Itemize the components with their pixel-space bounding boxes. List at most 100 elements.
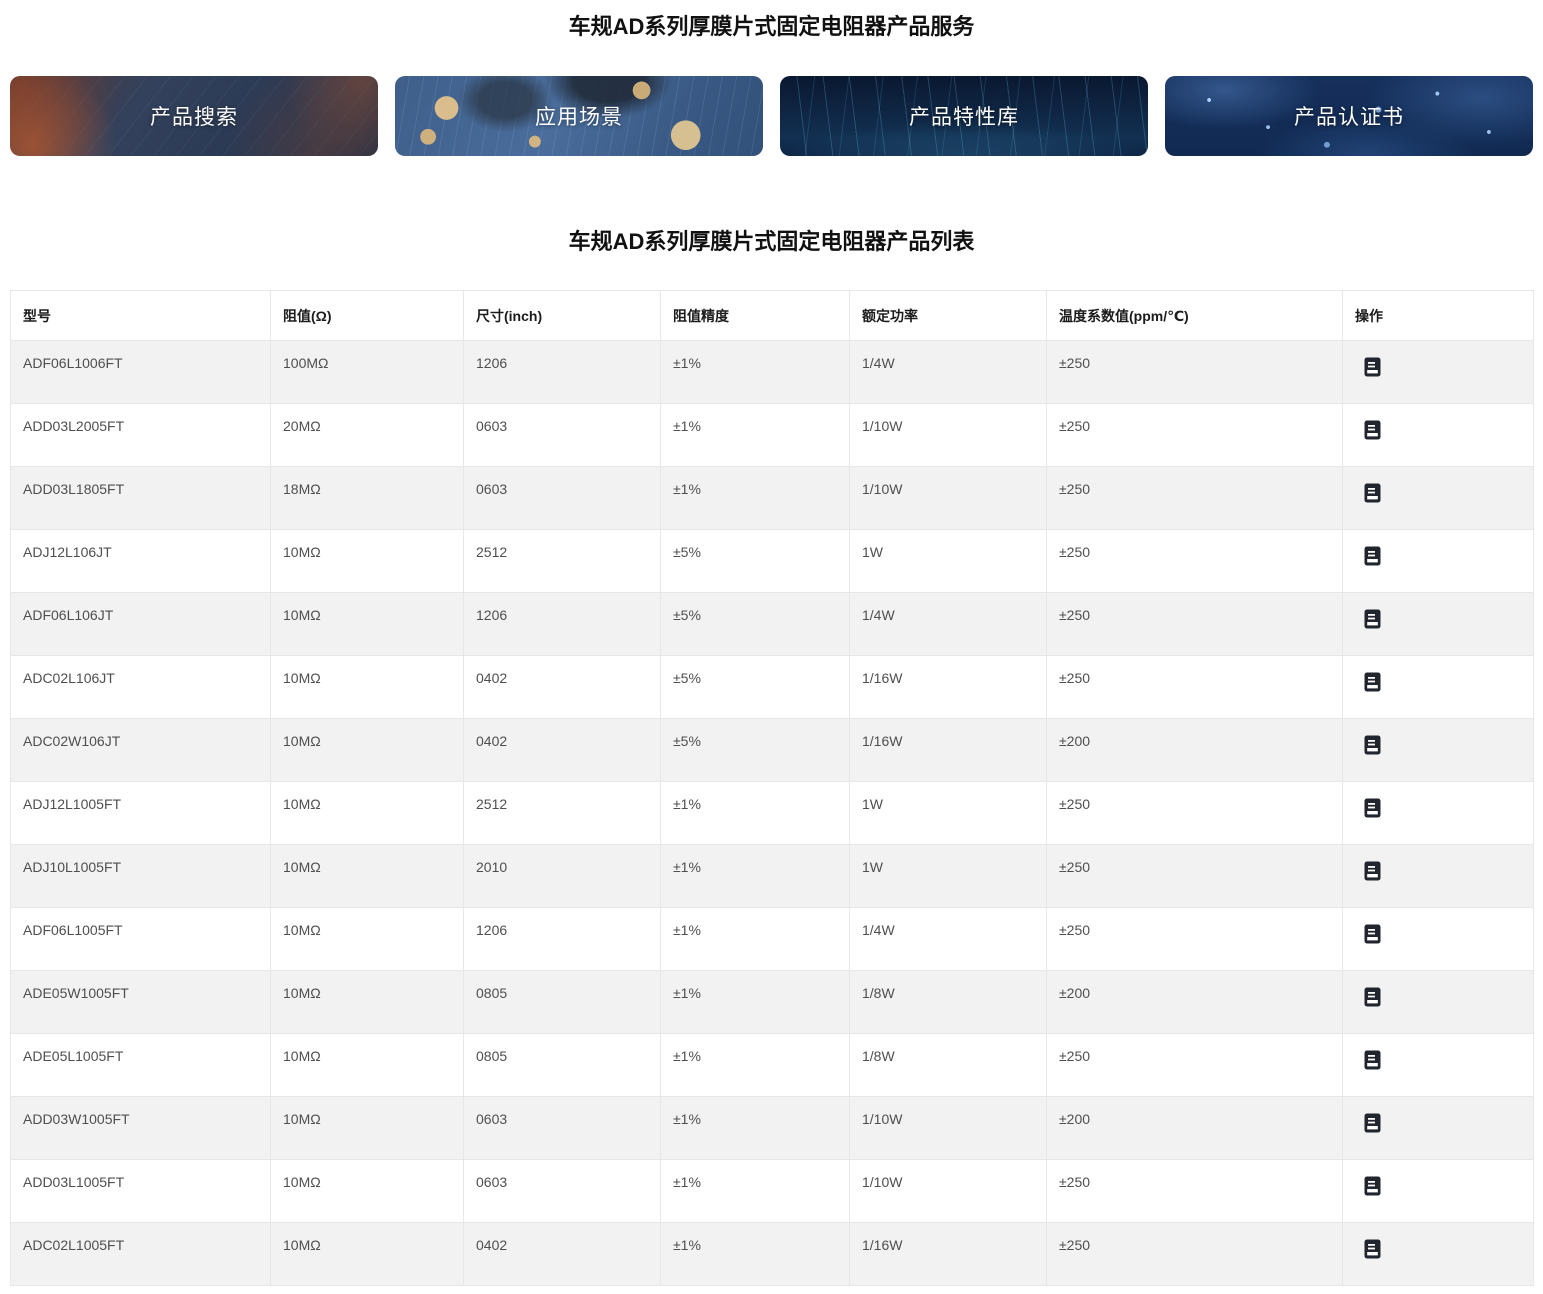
document-list-icon: [1364, 357, 1381, 377]
cell-action: [1342, 403, 1534, 467]
column-header-rated-power: 额定功率: [849, 290, 1047, 341]
document-list-icon: [1364, 924, 1381, 944]
cell-action: [1342, 529, 1534, 593]
cell-rated-power: 1/10W: [849, 1096, 1047, 1160]
cell-rated-power: 1/10W: [849, 466, 1047, 530]
cell-tolerance: ±1%: [660, 1096, 850, 1160]
cell-tolerance: ±1%: [660, 970, 850, 1034]
cell-model: ADJ12L106JT: [10, 529, 271, 593]
table-row: ADC02W106JT 10MΩ 0402 ±5% 1/16W ±200: [10, 718, 1534, 782]
cell-model: ADF06L1006FT: [10, 340, 271, 404]
cell-tempco: ±250: [1046, 907, 1343, 971]
column-header-model: 型号: [10, 290, 271, 341]
table-row: ADJ12L106JT 10MΩ 2512 ±5% 1W ±250: [10, 529, 1534, 593]
cell-action: [1342, 907, 1534, 971]
cell-rated-power: 1/16W: [849, 655, 1047, 719]
cell-tolerance: ±1%: [660, 403, 850, 467]
cell-size: 2512: [463, 529, 661, 593]
cell-tolerance: ±1%: [660, 1033, 850, 1097]
detail-button[interactable]: [1364, 1176, 1381, 1196]
detail-button[interactable]: [1364, 1050, 1381, 1070]
cell-resistance: 100MΩ: [270, 340, 464, 404]
cell-model: ADJ12L1005FT: [10, 781, 271, 845]
cell-size: 1206: [463, 907, 661, 971]
document-list-icon: [1364, 1239, 1381, 1259]
cell-rated-power: 1/4W: [849, 340, 1047, 404]
service-title: 车规AD系列厚膜片式固定电阻器产品服务: [568, 14, 975, 39]
table-row: ADF06L106JT 10MΩ 1206 ±5% 1/4W ±250: [10, 592, 1534, 656]
detail-button[interactable]: [1364, 1113, 1381, 1133]
cell-model: ADD03W1005FT: [10, 1096, 271, 1160]
cell-tempco: ±250: [1046, 844, 1343, 908]
column-header-size: 尺寸(inch): [463, 290, 661, 341]
cell-tempco: ±250: [1046, 466, 1343, 530]
cell-size: 1206: [463, 592, 661, 656]
cell-size: 0402: [463, 718, 661, 782]
detail-button[interactable]: [1364, 987, 1381, 1007]
cell-tolerance: ±5%: [660, 718, 850, 782]
cell-tempco: ±250: [1046, 1222, 1343, 1286]
document-list-icon: [1364, 987, 1381, 1007]
detail-button[interactable]: [1364, 924, 1381, 944]
detail-button[interactable]: [1364, 798, 1381, 818]
cell-model: ADE05L1005FT: [10, 1033, 271, 1097]
nav-card-application-scenarios[interactable]: 应用场景: [395, 76, 763, 156]
document-list-icon: [1364, 861, 1381, 881]
cell-size: 2010: [463, 844, 661, 908]
cell-tempco: ±200: [1046, 1096, 1343, 1160]
column-header-resistance: 阻值(Ω): [270, 290, 464, 341]
cell-resistance: 10MΩ: [270, 844, 464, 908]
detail-button[interactable]: [1364, 1239, 1381, 1259]
cell-rated-power: 1/10W: [849, 1159, 1047, 1223]
cell-action: [1342, 655, 1534, 719]
cell-resistance: 10MΩ: [270, 781, 464, 845]
cell-resistance: 10MΩ: [270, 1222, 464, 1286]
cell-model: ADC02L106JT: [10, 655, 271, 719]
cell-action: [1342, 781, 1534, 845]
nav-card-product-search[interactable]: 产品搜索: [10, 76, 378, 156]
cell-model: ADE05W1005FT: [10, 970, 271, 1034]
cell-rated-power: 1/16W: [849, 718, 1047, 782]
cell-rated-power: 1/10W: [849, 403, 1047, 467]
detail-button[interactable]: [1364, 672, 1381, 692]
cell-size: 1206: [463, 340, 661, 404]
cell-size: 0603: [463, 403, 661, 467]
detail-button[interactable]: [1364, 609, 1381, 629]
cell-model: ADC02W106JT: [10, 718, 271, 782]
document-list-icon: [1364, 1176, 1381, 1196]
cell-model: ADD03L1005FT: [10, 1159, 271, 1223]
detail-button[interactable]: [1364, 357, 1381, 377]
cell-action: [1342, 718, 1534, 782]
cell-tolerance: ±5%: [660, 655, 850, 719]
cell-size: 0603: [463, 466, 661, 530]
document-list-icon: [1364, 672, 1381, 692]
document-list-icon: [1364, 546, 1381, 566]
cell-size: 2512: [463, 781, 661, 845]
cell-rated-power: 1/8W: [849, 1033, 1047, 1097]
cell-tempco: ±200: [1046, 970, 1343, 1034]
cell-model: ADD03L2005FT: [10, 403, 271, 467]
document-list-icon: [1364, 1050, 1381, 1070]
detail-button[interactable]: [1364, 420, 1381, 440]
cell-rated-power: 1/4W: [849, 907, 1047, 971]
nav-card-product-features[interactable]: 产品特性库: [780, 76, 1148, 156]
table-row: ADD03L2005FT 20MΩ 0603 ±1% 1/10W ±250: [10, 403, 1534, 467]
cell-rated-power: 1/4W: [849, 592, 1047, 656]
cell-resistance: 10MΩ: [270, 1033, 464, 1097]
table-row: ADF06L1006FT 100MΩ 1206 ±1% 1/4W ±250: [10, 340, 1534, 404]
detail-button[interactable]: [1364, 483, 1381, 503]
cell-tolerance: ±1%: [660, 340, 850, 404]
cell-action: [1342, 844, 1534, 908]
detail-button[interactable]: [1364, 546, 1381, 566]
cell-tempco: ±250: [1046, 340, 1343, 404]
cell-resistance: 10MΩ: [270, 655, 464, 719]
detail-button[interactable]: [1364, 861, 1381, 881]
document-list-icon: [1364, 609, 1381, 629]
cell-tolerance: ±1%: [660, 466, 850, 530]
cell-rated-power: 1/8W: [849, 970, 1047, 1034]
detail-button[interactable]: [1364, 735, 1381, 755]
cell-tempco: ±250: [1046, 1159, 1343, 1223]
nav-card-product-certificates[interactable]: 产品认证书: [1165, 76, 1533, 156]
cell-size: 0402: [463, 1222, 661, 1286]
table-row: ADJ10L1005FT 10MΩ 2010 ±1% 1W ±250: [10, 844, 1534, 908]
